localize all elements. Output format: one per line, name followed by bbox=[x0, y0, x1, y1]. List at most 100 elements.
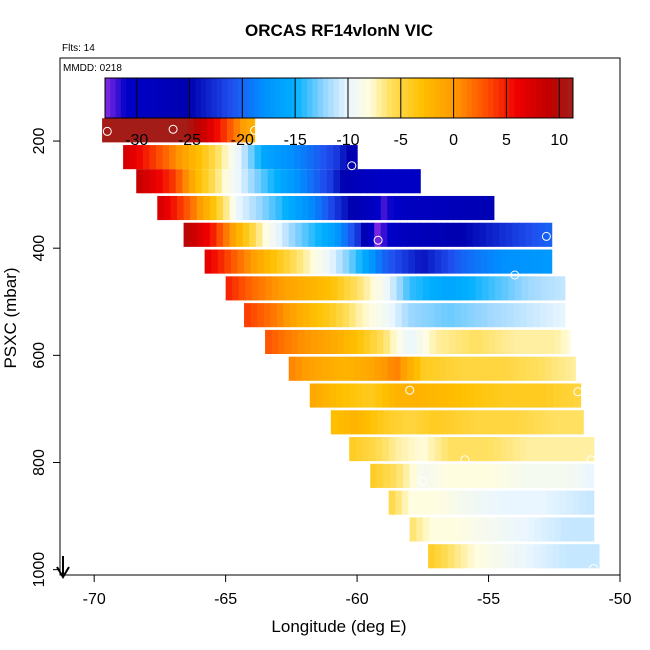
heatmap-cell bbox=[376, 276, 384, 301]
colorbar-cell bbox=[386, 78, 393, 118]
heatmap-cell bbox=[278, 329, 286, 354]
heatmap-cell bbox=[506, 249, 515, 274]
heatmap-cell bbox=[280, 145, 289, 170]
heatmap-cell bbox=[388, 383, 396, 408]
heatmap-cell bbox=[488, 517, 496, 542]
heatmap-cell bbox=[564, 356, 572, 381]
heatmap-cell bbox=[204, 249, 212, 274]
colorbar-cell bbox=[110, 78, 117, 118]
heatmap-cell bbox=[460, 437, 469, 462]
heatmap-cell bbox=[441, 437, 449, 462]
heatmap-cell bbox=[480, 249, 488, 274]
heatmap-cell bbox=[434, 437, 442, 462]
heatmap-cell bbox=[587, 463, 595, 488]
heatmap-cell bbox=[342, 249, 350, 274]
heatmap-cell bbox=[301, 195, 310, 221]
heatmap-cell bbox=[307, 145, 315, 170]
heatmap-cell bbox=[196, 195, 204, 221]
heatmap-cell bbox=[349, 249, 357, 274]
heatmap-cell bbox=[442, 276, 450, 301]
heatmap-cell bbox=[149, 145, 157, 170]
heatmap-cell bbox=[280, 169, 289, 194]
heatmap-cell bbox=[514, 329, 523, 354]
heatmap-cell bbox=[541, 329, 549, 354]
heatmap-cell bbox=[538, 222, 546, 247]
heatmap-cell bbox=[129, 145, 137, 170]
heatmap-cell bbox=[468, 329, 476, 354]
heatmap-cell bbox=[479, 222, 487, 247]
colorbar-cell bbox=[163, 78, 170, 118]
heatmap-cell bbox=[261, 145, 269, 170]
heatmap-cell bbox=[472, 195, 480, 221]
heatmap-cell bbox=[454, 544, 462, 569]
colorbar-cell bbox=[243, 78, 250, 118]
heatmap-cell bbox=[162, 145, 170, 170]
colorbar-cell bbox=[264, 78, 271, 118]
heatmap-cell bbox=[293, 145, 302, 170]
heatmap-cell bbox=[567, 410, 575, 435]
heatmap-cell bbox=[368, 437, 377, 462]
colorbar-cell bbox=[152, 78, 159, 118]
heatmap-cell bbox=[311, 329, 319, 354]
heatmap-cell bbox=[334, 222, 342, 247]
heatmap-cell bbox=[362, 437, 370, 462]
heatmap-cell bbox=[527, 517, 536, 542]
heatmap-cell bbox=[566, 383, 574, 408]
heatmap-cell bbox=[567, 463, 575, 488]
heatmap-cell bbox=[102, 118, 110, 143]
heatmap-cell bbox=[468, 463, 476, 488]
heatmap-cell bbox=[545, 222, 553, 247]
colorbar-cell bbox=[237, 78, 244, 118]
heatmap-cell bbox=[442, 517, 450, 542]
heatmap-cell bbox=[175, 169, 183, 194]
y-tick-label: 1000 bbox=[31, 552, 48, 588]
heatmap-cell bbox=[389, 329, 398, 354]
heatmap-cell bbox=[123, 145, 131, 170]
heatmap-cell bbox=[240, 118, 248, 143]
heatmap-cell bbox=[220, 118, 228, 143]
heatmap-cell bbox=[313, 145, 321, 170]
heatmap-cell bbox=[421, 383, 429, 408]
heatmap-cell bbox=[328, 356, 336, 381]
heatmap-cell bbox=[396, 410, 404, 435]
heatmap-cell bbox=[462, 517, 470, 542]
heatmap-cell bbox=[429, 463, 437, 488]
heatmap-cell bbox=[434, 544, 442, 569]
heatmap-cell bbox=[488, 463, 496, 488]
heatmap-cell bbox=[366, 169, 374, 194]
colorbar-cell bbox=[323, 78, 329, 118]
heatmap-cell bbox=[267, 145, 275, 170]
heatmap-cell bbox=[343, 410, 352, 435]
heatmap-cell bbox=[187, 118, 195, 143]
heatmap-cell bbox=[408, 490, 416, 515]
heatmap-cell bbox=[493, 303, 501, 328]
heatmap-cell bbox=[455, 517, 463, 542]
heatmap-cell bbox=[401, 249, 409, 274]
colorbar-cell bbox=[179, 78, 186, 118]
heatmap-cell bbox=[236, 222, 244, 247]
heatmap-cell bbox=[355, 383, 363, 408]
heatmap-cell bbox=[382, 303, 390, 328]
heatmap-cell bbox=[288, 222, 296, 247]
heatmap-cell bbox=[493, 544, 501, 569]
flight-marker bbox=[589, 564, 599, 574]
heatmap-cell bbox=[370, 329, 378, 354]
heatmap-cell bbox=[460, 383, 469, 408]
heatmap-cell bbox=[580, 410, 584, 435]
heatmap-cell bbox=[401, 437, 409, 462]
x-tick-label: -55 bbox=[477, 591, 500, 608]
heatmap-cell bbox=[421, 437, 429, 462]
heatmap-cell bbox=[554, 517, 562, 542]
heatmap-cell bbox=[283, 249, 291, 274]
heatmap-cell bbox=[501, 329, 509, 354]
heatmap-cell bbox=[592, 490, 595, 515]
colorbar-cell bbox=[525, 78, 531, 118]
heatmap-cell bbox=[513, 437, 521, 462]
heatmap-cell bbox=[453, 195, 461, 221]
heatmap-cell bbox=[579, 544, 587, 569]
heatmap-cell bbox=[261, 169, 269, 194]
heatmap-cell bbox=[521, 276, 529, 301]
heatmap-cell bbox=[492, 356, 500, 381]
heatmap-cell bbox=[534, 329, 542, 354]
heatmap-cell bbox=[368, 303, 377, 328]
